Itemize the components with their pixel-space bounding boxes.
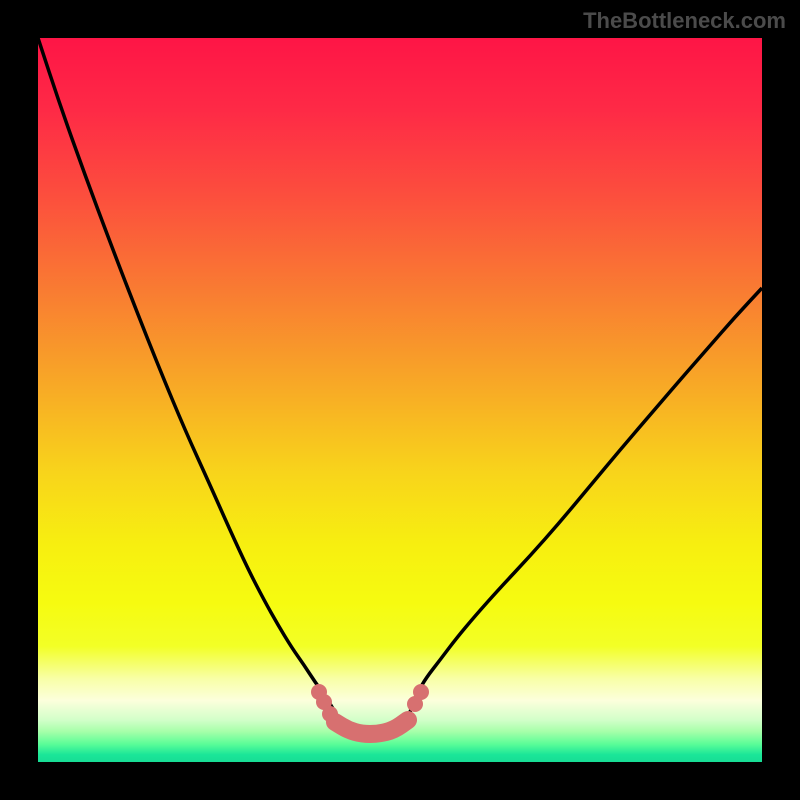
bottleneck-chart bbox=[0, 0, 800, 800]
plot-gradient-background bbox=[38, 38, 762, 762]
flat-bottom-dot bbox=[322, 706, 338, 722]
flat-bottom-dot bbox=[413, 684, 429, 700]
